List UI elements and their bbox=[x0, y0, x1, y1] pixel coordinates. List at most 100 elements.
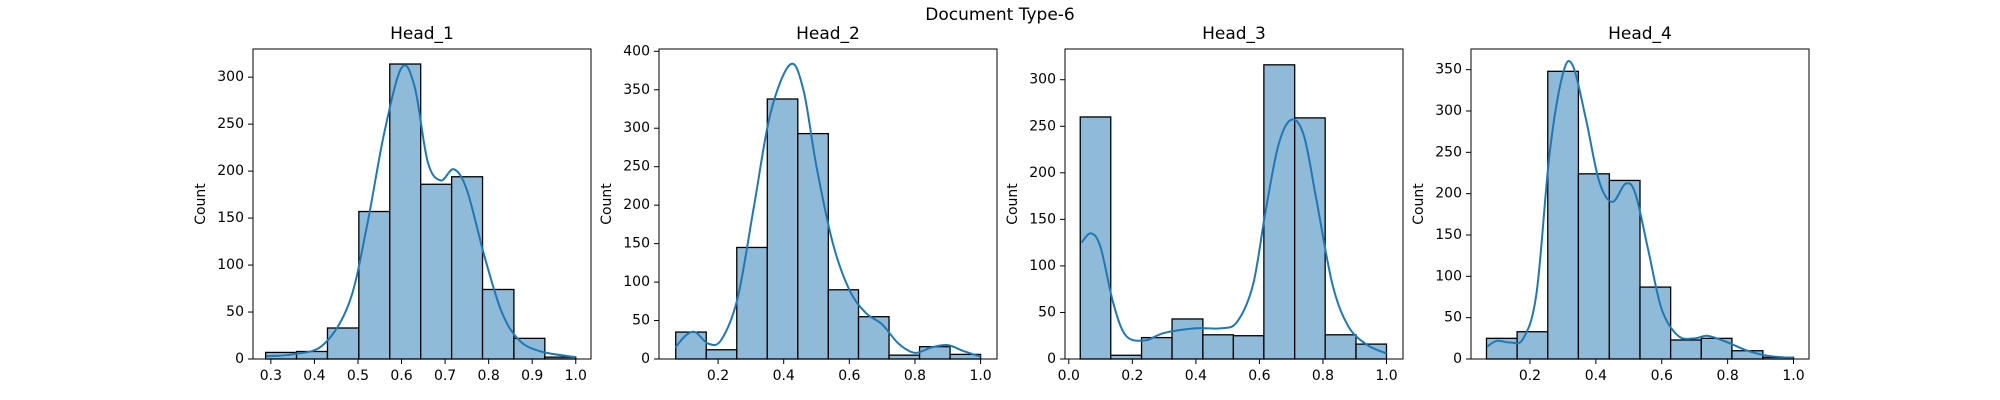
kde-line bbox=[266, 64, 576, 359]
histogram-bar bbox=[1639, 286, 1672, 360]
x-tick-label: 1.0 bbox=[565, 368, 587, 384]
x-tick-label: 0.6 bbox=[390, 368, 412, 384]
x-tick-label: 1.0 bbox=[1782, 368, 1804, 384]
y-tick-label: 150 bbox=[1435, 227, 1462, 243]
axes-frame bbox=[252, 48, 592, 360]
y-axis-label: Count bbox=[1411, 183, 1427, 225]
histogram-bar bbox=[481, 288, 515, 360]
x-tick-label: 0.2 bbox=[1519, 368, 1541, 384]
histogram-bar bbox=[1324, 334, 1357, 360]
y-tick-label: 50 bbox=[1038, 304, 1056, 320]
histogram-bar bbox=[766, 98, 799, 360]
histogram-bar bbox=[1110, 354, 1143, 360]
histogram-bar bbox=[1202, 334, 1235, 360]
y-tick-label: 100 bbox=[1029, 258, 1056, 274]
y-tick-label: 50 bbox=[226, 304, 244, 320]
y-tick-label: 350 bbox=[623, 82, 650, 98]
histogram-bar bbox=[857, 316, 890, 360]
histogram-bar bbox=[1577, 173, 1611, 360]
y-tick-label: 300 bbox=[623, 120, 650, 136]
x-tick-label: 0.9 bbox=[521, 368, 543, 384]
y-tick-label: 150 bbox=[1029, 211, 1056, 227]
y-tick-label: 150 bbox=[217, 210, 244, 226]
y-tick-label: 100 bbox=[1435, 268, 1462, 284]
y-axis-label: Count bbox=[193, 183, 209, 225]
y-tick-label: 250 bbox=[217, 116, 244, 132]
y-tick-label: 300 bbox=[1029, 72, 1056, 88]
y-axis-label: Count bbox=[599, 183, 615, 225]
histogram-bar bbox=[389, 63, 422, 360]
histogram-bar bbox=[326, 327, 360, 360]
axes-frame bbox=[1064, 48, 1404, 360]
kde-line bbox=[674, 62, 981, 358]
x-tick-label: 0.6 bbox=[1651, 368, 1673, 384]
x-tick-label: 0.3 bbox=[260, 368, 282, 384]
x-tick-label: 0.2 bbox=[707, 368, 729, 384]
histogram-bar bbox=[888, 354, 921, 360]
y-tick-label: 50 bbox=[1444, 310, 1462, 326]
x-tick-label: 0.4 bbox=[303, 368, 325, 384]
panel-title: Head_3 bbox=[1202, 24, 1266, 44]
y-tick-label: 200 bbox=[623, 197, 650, 213]
histogram-bar bbox=[1608, 179, 1641, 360]
x-tick-label: 0.5 bbox=[347, 368, 369, 384]
y-tick-label: 0 bbox=[1453, 351, 1462, 367]
y-tick-label: 100 bbox=[217, 257, 244, 273]
y-tick-label: 0 bbox=[641, 351, 650, 367]
kde-line bbox=[1080, 118, 1387, 355]
axes-frame bbox=[658, 48, 998, 360]
y-tick-label: 200 bbox=[1435, 186, 1462, 202]
histogram-bar bbox=[1171, 318, 1204, 360]
y-tick-label: 50 bbox=[632, 313, 650, 329]
histogram-bar bbox=[1516, 331, 1549, 360]
histogram-bar bbox=[1669, 339, 1702, 360]
x-tick-label: 0.8 bbox=[904, 368, 926, 384]
histogram-bar bbox=[1547, 70, 1580, 360]
histogram-bar bbox=[450, 176, 484, 360]
x-tick-label: 0.6 bbox=[838, 368, 860, 384]
histogram-bar bbox=[513, 337, 546, 360]
y-tick-label: 300 bbox=[217, 69, 244, 85]
histogram-bar bbox=[705, 349, 738, 360]
panel-title: Head_4 bbox=[1608, 24, 1672, 44]
y-tick-label: 100 bbox=[623, 274, 650, 290]
x-tick-label: 0.6 bbox=[1248, 368, 1270, 384]
y-axis-label: Count bbox=[1005, 183, 1021, 225]
x-tick-label: 0.7 bbox=[434, 368, 456, 384]
y-tick-label: 350 bbox=[1435, 62, 1462, 78]
y-tick-label: 0 bbox=[1047, 351, 1056, 367]
x-tick-label: 0.8 bbox=[1716, 368, 1738, 384]
y-tick-label: 0 bbox=[235, 351, 244, 367]
y-tick-label: 200 bbox=[217, 163, 244, 179]
x-tick-label: 0.8 bbox=[1312, 368, 1334, 384]
figure-title: Document Type-6 bbox=[925, 5, 1074, 25]
histogram-bar bbox=[1232, 335, 1265, 360]
histogram-bar bbox=[420, 183, 453, 360]
y-tick-label: 250 bbox=[1029, 118, 1056, 134]
y-tick-label: 300 bbox=[1435, 103, 1462, 119]
histogram-bar bbox=[918, 346, 951, 360]
y-tick-label: 250 bbox=[1435, 144, 1462, 160]
kde-line bbox=[1486, 60, 1794, 360]
y-tick-label: 250 bbox=[623, 159, 650, 175]
histogram-bar bbox=[675, 331, 707, 360]
x-tick-label: 0.4 bbox=[773, 368, 795, 384]
histogram-bar bbox=[358, 210, 391, 360]
panel-title: Head_1 bbox=[390, 24, 454, 44]
x-tick-label: 0.4 bbox=[1585, 368, 1607, 384]
x-tick-label: 1.0 bbox=[969, 368, 991, 384]
histogram-bar bbox=[736, 246, 768, 360]
y-tick-label: 150 bbox=[623, 236, 650, 252]
axes-frame bbox=[1470, 48, 1810, 360]
x-tick-label: 1.0 bbox=[1375, 368, 1397, 384]
x-tick-label: 0.2 bbox=[1121, 368, 1143, 384]
x-tick-label: 0.4 bbox=[1185, 368, 1207, 384]
histogram-bar bbox=[1263, 64, 1296, 360]
x-tick-label: 0.8 bbox=[478, 368, 500, 384]
x-tick-label: 0.0 bbox=[1058, 368, 1080, 384]
histogram-bar bbox=[797, 132, 829, 360]
histogram-bar bbox=[1294, 117, 1326, 360]
y-tick-label: 200 bbox=[1029, 165, 1056, 181]
